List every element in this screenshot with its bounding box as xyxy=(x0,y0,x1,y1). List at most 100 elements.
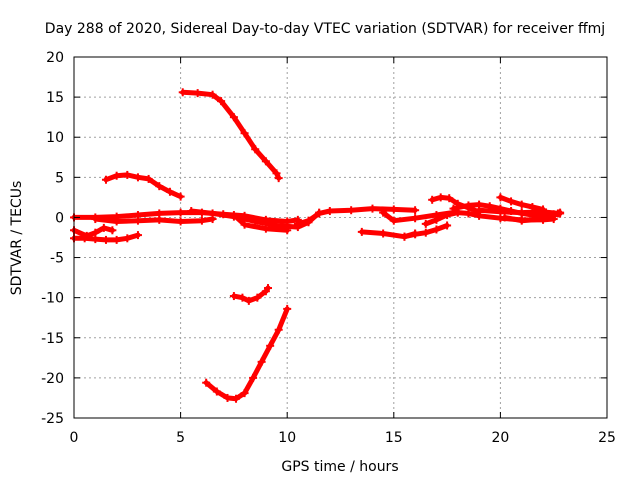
data-point xyxy=(165,187,174,196)
data-point xyxy=(217,97,226,106)
data-point xyxy=(556,209,565,218)
x-tick-label: 25 xyxy=(598,430,616,446)
data-point xyxy=(400,232,409,241)
data-point xyxy=(112,235,121,244)
data-point xyxy=(507,197,516,206)
data-point xyxy=(443,221,452,230)
data-point xyxy=(436,193,445,202)
data-point xyxy=(80,234,89,243)
data-point xyxy=(244,296,253,305)
data-point xyxy=(238,293,247,302)
chart-title: Day 288 of 2020, Sidereal Day-to-day VTE… xyxy=(45,21,605,37)
data-point xyxy=(368,204,377,213)
data-point xyxy=(240,220,249,229)
axis-ticks xyxy=(73,56,608,419)
data-point xyxy=(264,284,273,293)
data-point xyxy=(251,217,260,226)
data-point xyxy=(500,213,509,222)
data-point xyxy=(155,215,164,224)
data-point xyxy=(229,211,238,220)
data-point xyxy=(347,206,356,215)
y-tick-label: -25 xyxy=(41,411,64,427)
y-axis-label: SDTVAR / TECUs xyxy=(9,181,25,296)
data-series xyxy=(70,88,565,403)
data-point xyxy=(389,216,398,225)
data-point xyxy=(144,174,153,183)
data-point xyxy=(261,224,270,233)
data-point xyxy=(432,225,441,234)
data-point xyxy=(517,216,526,225)
y-tick-label: 10 xyxy=(46,130,64,146)
data-point xyxy=(133,216,142,225)
y-tick-labels: -25 -20 -15 -10 -5 0 5 10 15 20 xyxy=(41,50,64,427)
data-point xyxy=(253,293,262,302)
data-point xyxy=(379,229,388,238)
data-point xyxy=(91,235,100,244)
data-point xyxy=(411,230,420,239)
data-point xyxy=(212,387,221,396)
x-tick-label: 5 xyxy=(176,430,185,446)
data-point xyxy=(99,223,108,232)
x-tick-label: 15 xyxy=(385,430,403,446)
data-point xyxy=(91,215,100,224)
data-point xyxy=(464,201,473,210)
data-point xyxy=(240,389,249,398)
data-point xyxy=(108,226,117,235)
data-point xyxy=(325,207,334,216)
data-point xyxy=(496,207,505,216)
y-tick-label: 0 xyxy=(55,210,64,226)
data-point xyxy=(208,209,217,218)
data-point xyxy=(123,170,132,179)
data-point xyxy=(283,304,292,313)
y-tick-label: 15 xyxy=(46,90,64,106)
data-point xyxy=(428,195,437,204)
data-point xyxy=(517,208,526,217)
data-point xyxy=(155,182,164,191)
data-point xyxy=(251,145,260,154)
data-point xyxy=(112,171,121,180)
data-point xyxy=(257,357,266,366)
data-point xyxy=(176,208,185,217)
y-tick-label: -20 xyxy=(41,371,64,387)
data-point xyxy=(304,216,313,225)
data-point xyxy=(133,231,142,240)
data-point xyxy=(178,88,187,97)
data-point xyxy=(528,203,537,212)
y-tick-label: 5 xyxy=(55,170,64,186)
data-point xyxy=(283,226,292,235)
x-tick-label: 10 xyxy=(278,430,296,446)
x-tick-labels: 0 5 10 15 20 25 xyxy=(70,430,616,446)
data-point xyxy=(193,89,202,98)
series-line-s20 xyxy=(203,306,290,402)
data-point xyxy=(232,394,241,403)
data-point xyxy=(274,174,283,183)
data-point xyxy=(272,169,281,178)
y-tick-label: -5 xyxy=(50,251,64,267)
data-point xyxy=(197,216,206,225)
data-point xyxy=(223,393,232,402)
data-point xyxy=(443,211,452,220)
data-point xyxy=(357,227,366,236)
data-point xyxy=(411,206,420,215)
data-point xyxy=(379,208,388,217)
data-point xyxy=(187,207,196,216)
data-point xyxy=(112,217,121,226)
data-point xyxy=(202,378,211,387)
data-point xyxy=(208,90,217,99)
series-line-s18 xyxy=(502,210,563,224)
y-tick-label: -10 xyxy=(41,291,64,307)
data-point xyxy=(421,228,430,237)
x-tick-label: 0 xyxy=(70,430,79,446)
x-axis-label: GPS time / hours xyxy=(281,459,398,475)
data-point xyxy=(240,129,249,138)
data-point xyxy=(539,215,548,224)
data-point xyxy=(176,192,185,201)
data-point xyxy=(101,175,110,184)
data-point xyxy=(421,219,430,228)
data-point xyxy=(411,214,420,223)
data-point xyxy=(449,204,458,213)
data-point xyxy=(496,193,505,202)
data-point xyxy=(539,207,548,216)
plot-frame xyxy=(73,56,608,419)
data-point xyxy=(517,200,526,209)
